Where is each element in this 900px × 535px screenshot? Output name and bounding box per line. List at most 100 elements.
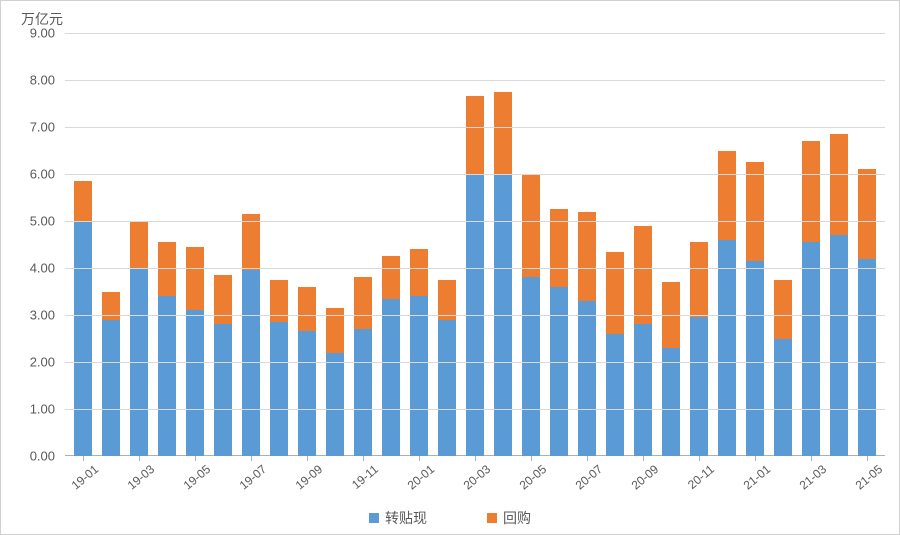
bar-stack xyxy=(186,33,204,456)
bar-segment-s2 xyxy=(690,242,708,317)
bar-slot xyxy=(265,33,293,456)
bar-segment-s2 xyxy=(130,221,148,268)
bar-segment-s1 xyxy=(662,348,680,456)
legend-swatch xyxy=(369,513,379,523)
bar-stack xyxy=(130,33,148,456)
grid-line xyxy=(65,127,885,128)
x-tick-mark xyxy=(755,456,756,461)
bar-segment-s1 xyxy=(718,240,736,456)
bar-stack xyxy=(830,33,848,456)
bar-segment-s1 xyxy=(102,320,120,456)
grid-line xyxy=(65,174,885,175)
legend-label: 转贴现 xyxy=(385,508,427,528)
bar-stack xyxy=(634,33,652,456)
bar-stack xyxy=(858,33,876,456)
bar-slot xyxy=(433,33,461,456)
bar-slot: 19-07 xyxy=(237,33,265,456)
grid-line xyxy=(65,80,885,81)
bar-stack xyxy=(550,33,568,456)
bar-stack xyxy=(522,33,540,456)
bar-slot xyxy=(377,33,405,456)
bar-segment-s1 xyxy=(298,331,316,456)
x-tick-label: 20-03 xyxy=(461,462,494,492)
bar-segment-s2 xyxy=(774,280,792,339)
bar-stack xyxy=(270,33,288,456)
bar-segment-s1 xyxy=(802,242,820,456)
bar-stack xyxy=(298,33,316,456)
bar-segment-s1 xyxy=(354,329,372,456)
bar-segment-s2 xyxy=(494,92,512,174)
bar-segment-s2 xyxy=(382,256,400,298)
bar-slot: 21-03 xyxy=(797,33,825,456)
bar-stack xyxy=(326,33,344,456)
x-tick-mark xyxy=(531,456,532,461)
x-tick-label: 19-07 xyxy=(237,462,270,492)
bar-stack xyxy=(774,33,792,456)
bar-slot xyxy=(489,33,517,456)
x-tick-label: 21-01 xyxy=(741,462,774,492)
x-tick-label: 20-11 xyxy=(685,462,717,492)
x-tick-label: 21-05 xyxy=(853,462,886,492)
bar-stack xyxy=(158,33,176,456)
x-tick-label: 19-09 xyxy=(293,462,326,492)
x-tick-label: 20-07 xyxy=(573,462,606,492)
bar-stack xyxy=(242,33,260,456)
bar-segment-s1 xyxy=(438,320,456,456)
bar-segment-s1 xyxy=(214,324,232,456)
bar-segment-s1 xyxy=(746,261,764,456)
bar-stack xyxy=(606,33,624,456)
bar-stack xyxy=(354,33,372,456)
x-tick-mark xyxy=(811,456,812,461)
bar-stack xyxy=(578,33,596,456)
grid-line xyxy=(65,268,885,269)
bar-segment-s2 xyxy=(410,249,428,296)
bar-segment-s2 xyxy=(466,96,484,174)
bar-slot: 19-05 xyxy=(181,33,209,456)
bar-segment-s2 xyxy=(186,247,204,310)
y-tick-label: 1.00 xyxy=(30,402,55,417)
bar-slot: 20-11 xyxy=(685,33,713,456)
bar-segment-s2 xyxy=(522,174,540,277)
y-tick-label: 6.00 xyxy=(30,166,55,181)
bar-segment-s1 xyxy=(326,353,344,456)
bar-slot: 19-01 xyxy=(69,33,97,456)
x-tick-label: 19-03 xyxy=(125,462,158,492)
x-tick-label: 20-09 xyxy=(629,462,662,492)
bar-stack xyxy=(102,33,120,456)
bar-segment-s2 xyxy=(298,287,316,332)
legend-item: 转贴现 xyxy=(369,508,427,528)
x-tick-mark xyxy=(195,456,196,461)
legend-swatch xyxy=(487,513,497,523)
x-tick-label: 21-03 xyxy=(797,462,830,492)
bar-segment-s2 xyxy=(858,169,876,258)
bar-segment-s2 xyxy=(634,226,652,325)
bar-segment-s2 xyxy=(354,277,372,329)
x-tick-label: 19-01 xyxy=(69,462,102,492)
bar-stack xyxy=(746,33,764,456)
bar-segment-s1 xyxy=(578,301,596,456)
bar-slot xyxy=(601,33,629,456)
bar-stack xyxy=(466,33,484,456)
bar-segment-s2 xyxy=(830,134,848,235)
bar-slot xyxy=(713,33,741,456)
grid-line xyxy=(65,315,885,316)
bar-stack xyxy=(690,33,708,456)
bar-slot: 19-09 xyxy=(293,33,321,456)
x-tick-mark xyxy=(307,456,308,461)
x-tick-mark xyxy=(587,456,588,461)
legend-label: 回购 xyxy=(503,508,531,528)
x-tick-label: 20-01 xyxy=(405,462,438,492)
bar-stack xyxy=(494,33,512,456)
bar-segment-s2 xyxy=(578,212,596,301)
bar-slot: 19-11 xyxy=(349,33,377,456)
bar-slot xyxy=(153,33,181,456)
x-tick-mark xyxy=(699,456,700,461)
bar-segment-s1 xyxy=(270,322,288,456)
y-tick-label: 0.00 xyxy=(30,449,55,464)
bar-segment-s2 xyxy=(802,141,820,242)
x-tick-mark xyxy=(475,456,476,461)
x-tick-mark xyxy=(251,456,252,461)
bar-segment-s1 xyxy=(186,310,204,456)
bar-segment-s1 xyxy=(774,339,792,457)
y-tick-label: 4.00 xyxy=(30,261,55,276)
